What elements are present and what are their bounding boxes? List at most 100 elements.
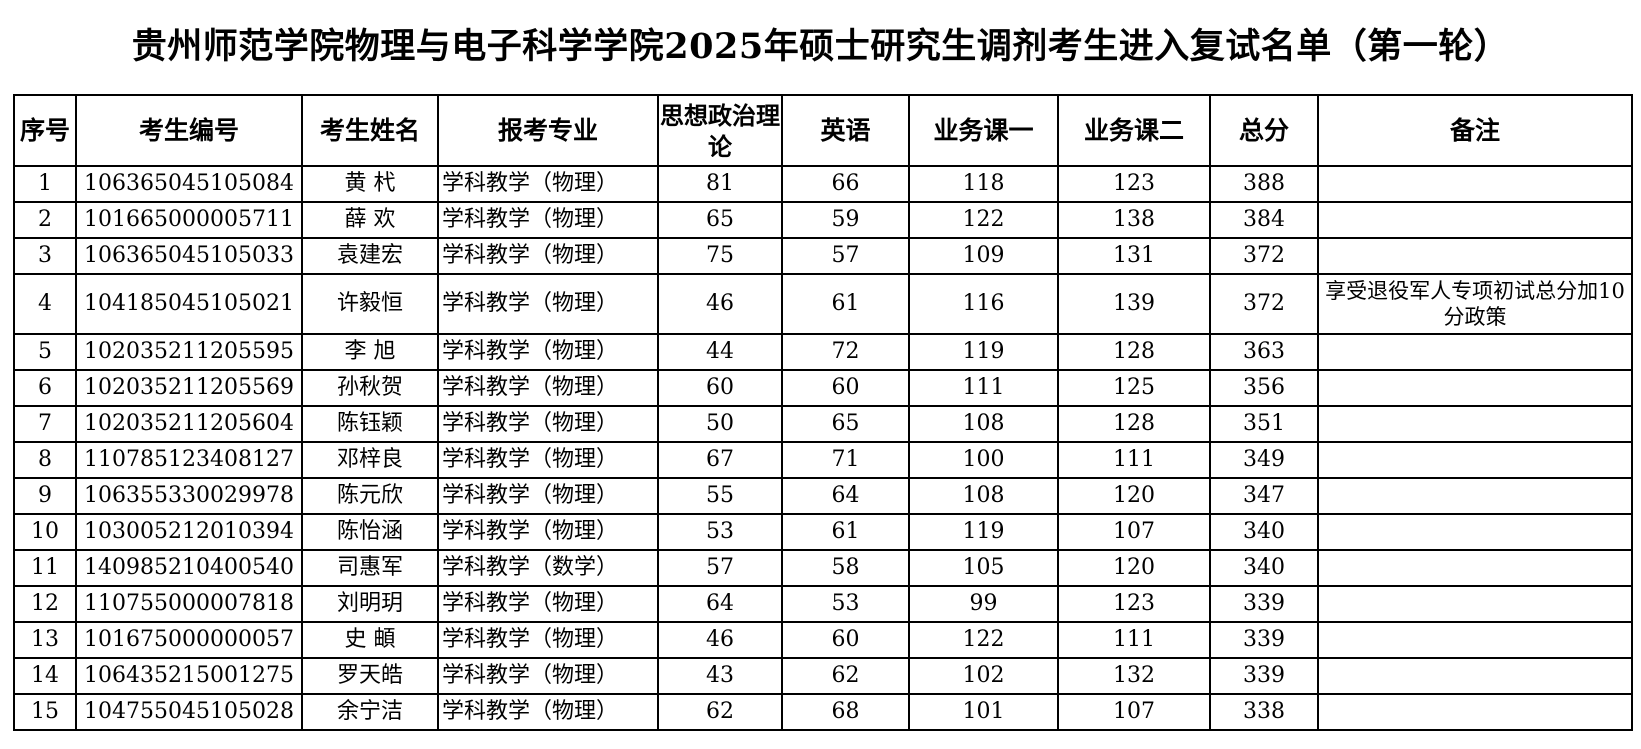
- table-row: 10 103005212010394 陈怡涵 学科教学（物理） 53 61 119 107 34…: [13, 513, 1633, 551]
- table-cell: 62: [657, 693, 783, 731]
- table-cell: 57: [657, 549, 783, 587]
- table-cell: 131: [1057, 237, 1211, 275]
- table-cell: 140985210400540: [75, 549, 303, 587]
- table-cell: 6: [13, 369, 77, 407]
- table-cell: 106365045105084: [75, 165, 303, 203]
- table-cell: 125: [1057, 369, 1211, 407]
- table-cell: 学科教学（物理）: [437, 441, 659, 479]
- table-cell: 139: [1057, 273, 1211, 335]
- table-row: 2 101665000005711 薛 欢学科教学（物理） 65 59 122 138 384: [13, 201, 1633, 239]
- table-cell: 108: [908, 405, 1059, 443]
- table-cell: 学科教学（物理）: [437, 165, 659, 203]
- table-cell: 123: [1057, 585, 1211, 623]
- table-cell: 119: [908, 333, 1059, 371]
- table-cell: 刘明玥: [301, 585, 439, 623]
- table-cell: 58: [781, 549, 910, 587]
- table-row: 9 106355330029978 陈元欣 学科教学（物理） 55 64 108 120 347: [13, 477, 1633, 515]
- table-cell: 43: [657, 657, 783, 695]
- column-header: 序号: [13, 94, 77, 167]
- table-cell: 339: [1209, 585, 1319, 623]
- table-cell: 53: [781, 585, 910, 623]
- table-row: 8 110785123408127 邓梓良 学科教学（物理） 67 71 100 111 349: [13, 441, 1633, 479]
- header-row: 序号 考生编号 考生姓名 报考专业 思想政治理论 英语 业务课一 业务课二 总分 备注: [13, 94, 1633, 167]
- table-cell: 14: [13, 657, 77, 695]
- table-cell: 罗天皓: [301, 657, 439, 695]
- table-cell: [1317, 549, 1633, 587]
- table-cell: 学科教学（物理）: [437, 333, 659, 371]
- table-cell: 111: [1057, 621, 1211, 659]
- table-cell: 109: [908, 237, 1059, 275]
- table-cell: 15: [13, 693, 77, 731]
- table-cell: 学科教学（物理）: [437, 405, 659, 443]
- table-body: 1 106365045105084 黄 杙学科教学（物理） 81 66 118 123 388…: [13, 165, 1633, 731]
- table-cell: 李 旭: [301, 333, 439, 371]
- table-cell: 55: [657, 477, 783, 515]
- table-cell: 339: [1209, 657, 1319, 695]
- table-cell: 44: [657, 333, 783, 371]
- column-header: 考生编号: [75, 94, 303, 167]
- table-cell: 122: [908, 201, 1059, 239]
- table-cell: 356: [1209, 369, 1319, 407]
- column-header: 思想政治理论: [657, 94, 783, 167]
- table-cell: 108: [908, 477, 1059, 515]
- table-cell: 101: [908, 693, 1059, 731]
- table-cell: 学科教学（物理）: [437, 477, 659, 515]
- table-cell: 64: [781, 477, 910, 515]
- table-cell: 363: [1209, 333, 1319, 371]
- table-row: 14 106435215001275 罗天皓 学科教学（物理） 43 62 102 132 33…: [13, 657, 1633, 695]
- table-cell: 余宁洁: [301, 693, 439, 731]
- table-cell: 66: [781, 165, 910, 203]
- table-cell: [1317, 585, 1633, 623]
- table-cell: 120: [1057, 549, 1211, 587]
- table-cell: [1317, 693, 1633, 731]
- table-cell: 107: [1057, 513, 1211, 551]
- table-cell: [1317, 513, 1633, 551]
- table-cell: 3: [13, 237, 77, 275]
- table-cell: 1: [13, 165, 77, 203]
- table-cell: 102: [908, 657, 1059, 695]
- table-cell: 75: [657, 237, 783, 275]
- table-cell: 372: [1209, 237, 1319, 275]
- table-cell: 黄 杙: [301, 165, 439, 203]
- table-cell: 101665000005711: [75, 201, 303, 239]
- table-cell: 338: [1209, 693, 1319, 731]
- column-header: 英语: [781, 94, 910, 167]
- table-cell: 122: [908, 621, 1059, 659]
- table-cell: 学科教学（物理）: [437, 693, 659, 731]
- table-cell: 107: [1057, 693, 1211, 731]
- table-cell: 50: [657, 405, 783, 443]
- table-cell: 享受退役军人专项初试总分加10分政策: [1317, 273, 1633, 335]
- table-cell: 12: [13, 585, 77, 623]
- table-cell: 351: [1209, 405, 1319, 443]
- table-cell: 67: [657, 441, 783, 479]
- table-cell: 132: [1057, 657, 1211, 695]
- table-cell: 65: [781, 405, 910, 443]
- table-row: 15 104755045105028 余宁洁 学科教学（物理） 62 68 101 107 33…: [13, 693, 1633, 731]
- table-cell: [1317, 405, 1633, 443]
- table-cell: 11: [13, 549, 77, 587]
- table-cell: 65: [657, 201, 783, 239]
- table-cell: 陈钰颖: [301, 405, 439, 443]
- column-header: 总分: [1209, 94, 1319, 167]
- table-cell: 学科教学（物理）: [437, 513, 659, 551]
- table-cell: 106355330029978: [75, 477, 303, 515]
- table-cell: 349: [1209, 441, 1319, 479]
- table-cell: 119: [908, 513, 1059, 551]
- table-cell: 9: [13, 477, 77, 515]
- table-row: 11 140985210400540 司惠军 学科教学（数学） 57 58 105 120 34…: [13, 549, 1633, 587]
- table-cell: 64: [657, 585, 783, 623]
- table-cell: 61: [781, 513, 910, 551]
- table-cell: 学科教学（物理）: [437, 585, 659, 623]
- table-cell: 101675000000057: [75, 621, 303, 659]
- table-cell: 学科教学（物理）: [437, 621, 659, 659]
- table-cell: 110785123408127: [75, 441, 303, 479]
- table-cell: 53: [657, 513, 783, 551]
- table-cell: 孙秋贺: [301, 369, 439, 407]
- table-cell: 学科教学（物理）: [437, 369, 659, 407]
- table-cell: 司惠军: [301, 549, 439, 587]
- table-cell: 学科教学（物理）: [437, 657, 659, 695]
- column-header: 业务课一: [908, 94, 1059, 167]
- table-cell: [1317, 237, 1633, 275]
- table-cell: 邓梓良: [301, 441, 439, 479]
- table-cell: 史 頔: [301, 621, 439, 659]
